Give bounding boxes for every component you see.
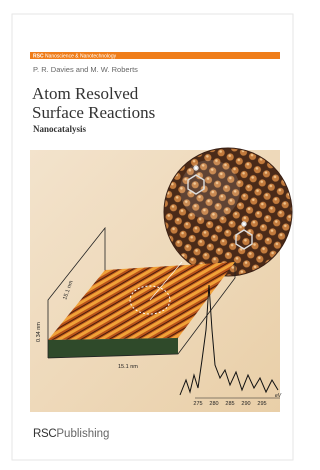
spectrum-tick-label: 280 [209,401,218,407]
page: RSC Nanoscience & Nanotechnology P. R. D… [0,0,305,470]
spectrum-tick-label: 290 [241,401,250,407]
title-line: Surface Reactions [32,103,155,122]
spectrum-tick-label: 285 [225,401,234,407]
spectrum-tick-label: 275 [193,401,202,407]
book-cover: RSC Nanoscience & Nanotechnology P. R. D… [0,0,305,470]
spectrum-unit: eV [275,393,282,399]
subtitle: Nanocatalysis [33,124,87,134]
axis-label: 0.34 nm [36,322,42,342]
series-label: RSC Nanoscience & Nanotechnology [33,54,117,60]
title-line: Atom Resolved [32,84,139,103]
spectrum-tick-label: 295 [257,401,266,407]
authors: P. R. Davies and M. W. Roberts [33,65,138,74]
publisher: RSCPublishing [33,428,109,440]
axis-label: 15.1 nm [118,364,138,370]
